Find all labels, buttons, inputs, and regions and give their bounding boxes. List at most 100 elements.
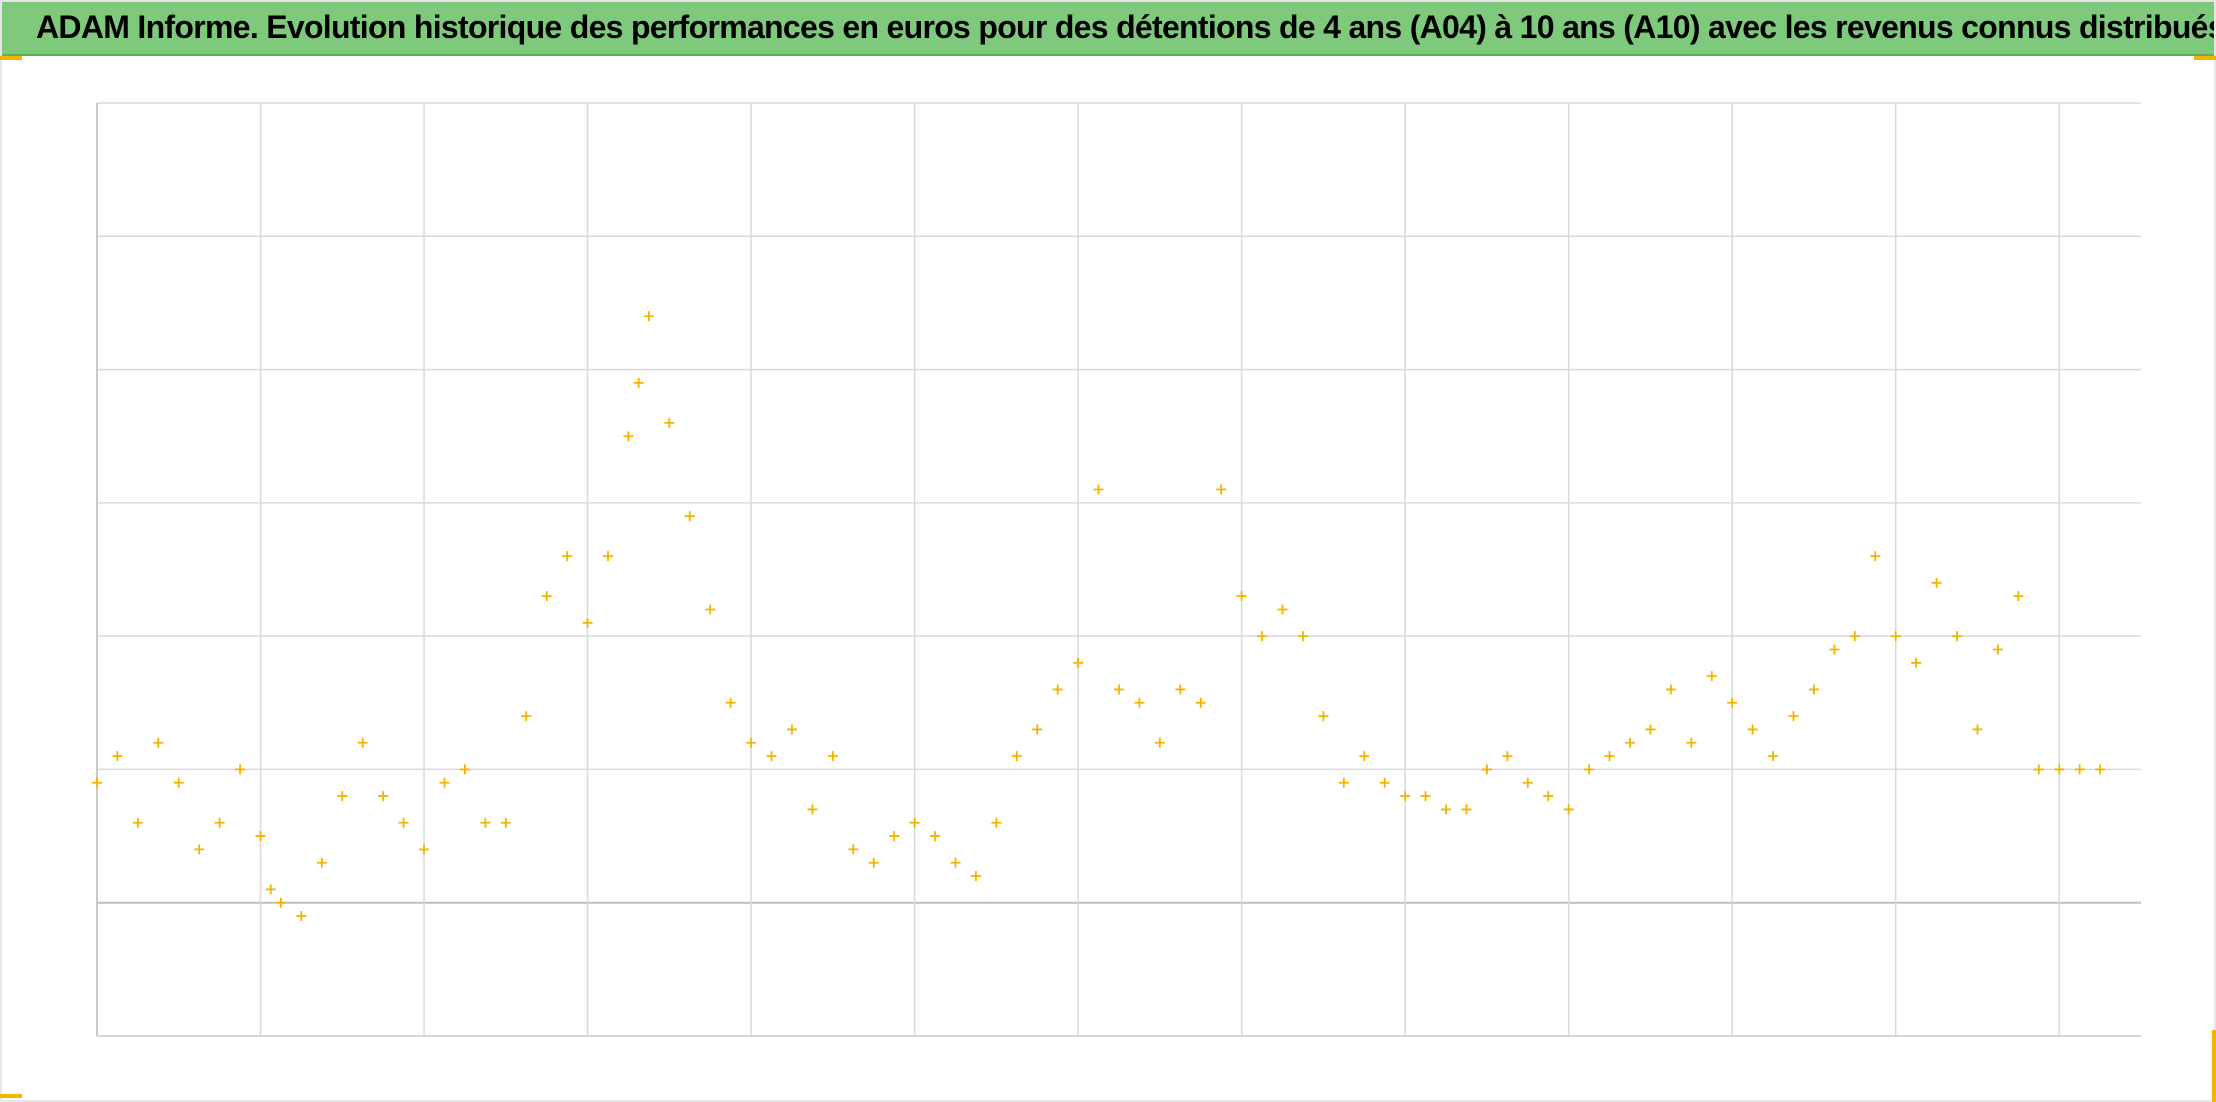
data-point: [214, 817, 225, 828]
data-point: [664, 417, 675, 428]
data-point: [889, 831, 900, 842]
data-point: [1379, 777, 1390, 788]
data-point: [807, 804, 818, 815]
data-point: [1359, 751, 1370, 762]
data-point: [1747, 724, 1758, 735]
data-point: [1297, 631, 1308, 642]
data-point: [1543, 791, 1554, 802]
data-point: [112, 751, 123, 762]
data-point: [1849, 631, 1860, 642]
data-point: [705, 604, 716, 615]
data-point: [265, 884, 276, 895]
data-point: [1195, 697, 1206, 708]
data-point: [1625, 737, 1635, 748]
data-point: [1522, 777, 1533, 788]
data-point: [480, 817, 491, 828]
data-point: [582, 617, 593, 628]
data-point: [1972, 724, 1983, 735]
data-point: [419, 844, 430, 855]
data-point: [1911, 657, 1922, 668]
data-point: [275, 897, 286, 908]
data-point: [1727, 697, 1738, 708]
data-point: [1502, 751, 1513, 762]
data-point: [1992, 644, 2003, 655]
data-point: [562, 551, 573, 562]
data-point: [603, 551, 613, 562]
data-point: [2033, 764, 2044, 775]
data-point: [1134, 697, 1145, 708]
data-point: [766, 751, 777, 762]
data-point: [970, 871, 981, 882]
data-point: [684, 511, 695, 522]
data-point: [1400, 791, 1411, 802]
data-point: [623, 431, 634, 442]
data-point: [1931, 577, 1942, 588]
data-point: [439, 777, 450, 788]
data-point: [132, 817, 143, 828]
corner-mark-top-left: [0, 56, 22, 60]
data-point: [1461, 804, 1472, 815]
data-point: [950, 857, 961, 868]
data-point: [643, 311, 654, 322]
data-point: [500, 817, 511, 828]
data-point: [725, 697, 736, 708]
data-point: [521, 711, 532, 722]
data-point: [1032, 724, 1043, 735]
data-point: [1952, 631, 1963, 642]
data-point: [2095, 764, 2106, 775]
gridlines: [96, 102, 2141, 1037]
data-point: [1890, 631, 1901, 642]
data-point: [2054, 764, 2065, 775]
data-point: [786, 724, 797, 735]
corner-mark-top-right: [2194, 56, 2216, 60]
data-point: [827, 751, 838, 762]
data-point: [1093, 484, 1104, 495]
data-point: [173, 777, 184, 788]
data-point: [337, 791, 348, 802]
data-point: [909, 817, 920, 828]
data-point: [235, 764, 246, 775]
data-point: [92, 777, 102, 788]
data-point: [398, 817, 409, 828]
data-point: [1441, 804, 1452, 815]
data-point: [378, 791, 389, 802]
data-point: [633, 377, 644, 388]
data-point: [1788, 711, 1799, 722]
data-point: [1829, 644, 1840, 655]
data-point: [1481, 764, 1492, 775]
corner-mark-bottom-left: [0, 1094, 22, 1098]
data-point: [1563, 804, 1574, 815]
data-point: [930, 831, 941, 842]
data-point: [1665, 684, 1676, 695]
data-point: [868, 857, 879, 868]
corner-mark-right-bottom: [2212, 1030, 2216, 1102]
data-point: [1052, 684, 1063, 695]
data-point: [194, 844, 205, 855]
data-point: [1277, 604, 1288, 615]
data-point: [848, 844, 859, 855]
data-point: [1338, 777, 1349, 788]
data-point: [1011, 751, 1022, 762]
data-point: [1154, 737, 1165, 748]
chart-title: ADAM Informe. Evolution historique des p…: [36, 9, 2216, 45]
data-point: [459, 764, 470, 775]
data-point: [991, 817, 1002, 828]
data-point: [1645, 724, 1656, 735]
data-point: [2013, 591, 2024, 602]
data-point: [1236, 591, 1247, 602]
data-point: [296, 911, 307, 922]
data-point: [541, 591, 552, 602]
data-point: [1706, 671, 1717, 682]
data-point: [1808, 684, 1819, 695]
data-point: [2074, 764, 2085, 775]
data-point: [1420, 791, 1431, 802]
data-point: [1318, 711, 1329, 722]
data-point: [746, 737, 757, 748]
data-point: [1175, 684, 1186, 695]
data-point: [255, 831, 266, 842]
data-point: [357, 737, 368, 748]
data-point: [1114, 684, 1124, 695]
data-point: [1870, 551, 1881, 562]
chart-title-bar: ADAM Informe. Evolution historique des p…: [0, 0, 2216, 56]
